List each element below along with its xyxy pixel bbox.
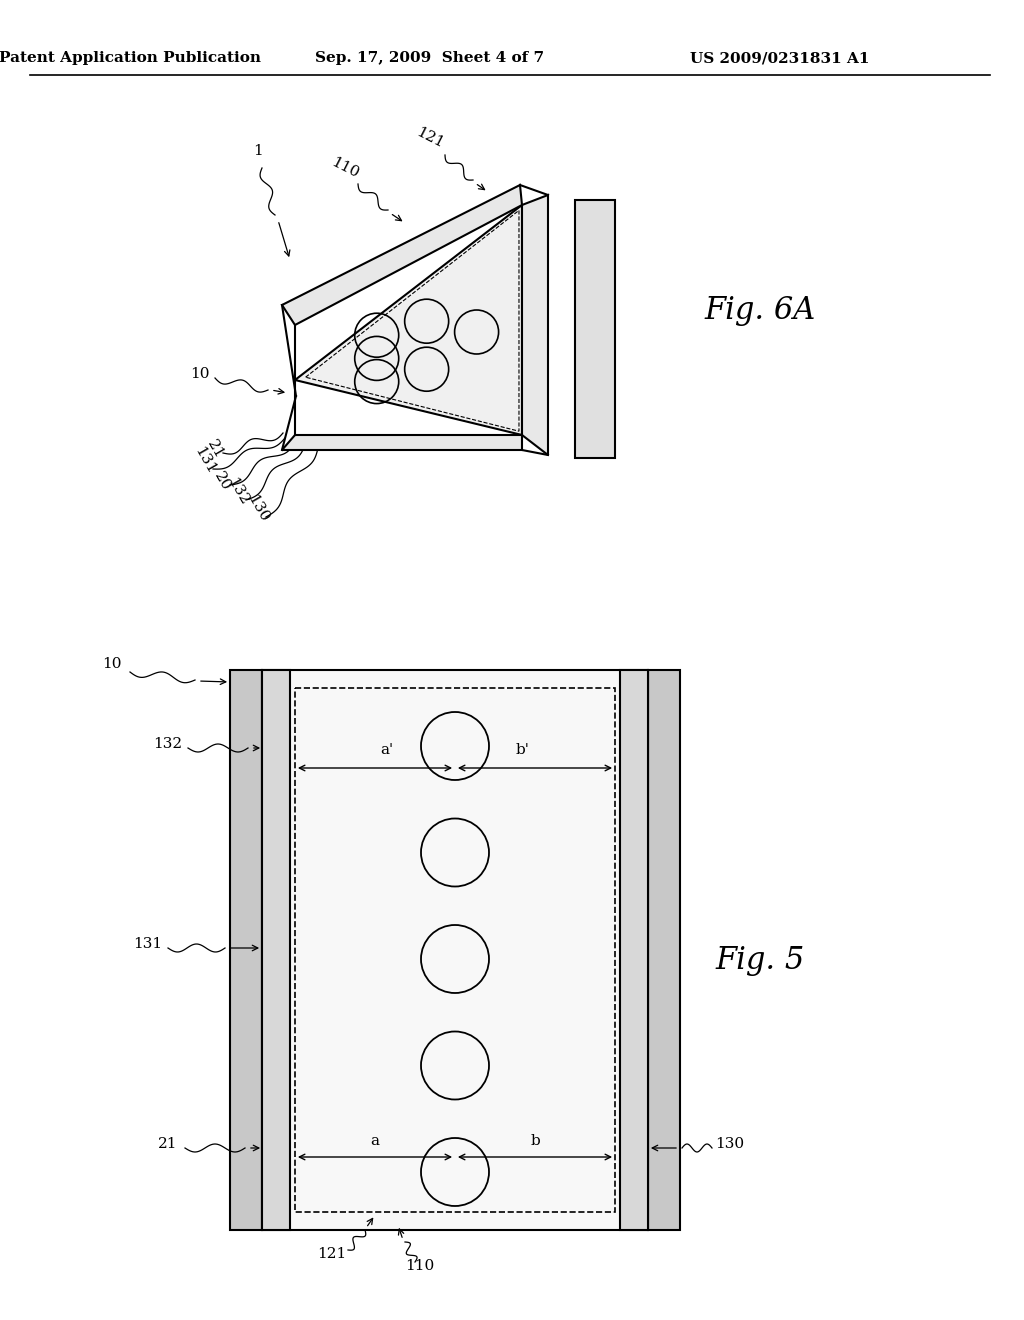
Text: Fig. 5: Fig. 5 [716,945,805,975]
Bar [262,671,648,1230]
Text: 10: 10 [102,657,122,671]
Text: a: a [371,1134,380,1148]
Text: 131: 131 [191,445,218,477]
Text: 21: 21 [159,1137,178,1151]
Text: Fig. 6A: Fig. 6A [705,294,816,326]
Text: b: b [530,1134,540,1148]
Text: 10: 10 [190,367,210,381]
Text: 132: 132 [154,737,182,751]
Text: 20: 20 [211,469,232,492]
Polygon shape [282,185,522,325]
Text: 110: 110 [329,156,361,181]
Text: 1: 1 [253,144,263,158]
Text: 121: 121 [317,1247,347,1261]
Bar [648,671,680,1230]
Bar [230,671,262,1230]
Polygon shape [282,436,522,450]
Text: 110: 110 [406,1259,434,1272]
Text: Sep. 17, 2009  Sheet 4 of 7: Sep. 17, 2009 Sheet 4 of 7 [315,51,545,65]
Text: 21: 21 [204,437,226,461]
Polygon shape [575,201,615,458]
Text: US 2009/0231831 A1: US 2009/0231831 A1 [690,51,869,65]
Text: 130: 130 [245,492,271,525]
Polygon shape [295,205,522,436]
Text: a': a' [381,743,393,756]
Text: 132: 132 [224,475,251,508]
Bar [262,671,290,1230]
Text: b': b' [516,743,530,756]
Text: 131: 131 [133,937,163,950]
Bar [295,688,615,1212]
Polygon shape [522,195,548,455]
Text: 130: 130 [716,1137,744,1151]
Bar [620,671,648,1230]
Text: 121: 121 [414,125,446,150]
Text: Patent Application Publication: Patent Application Publication [0,51,261,65]
